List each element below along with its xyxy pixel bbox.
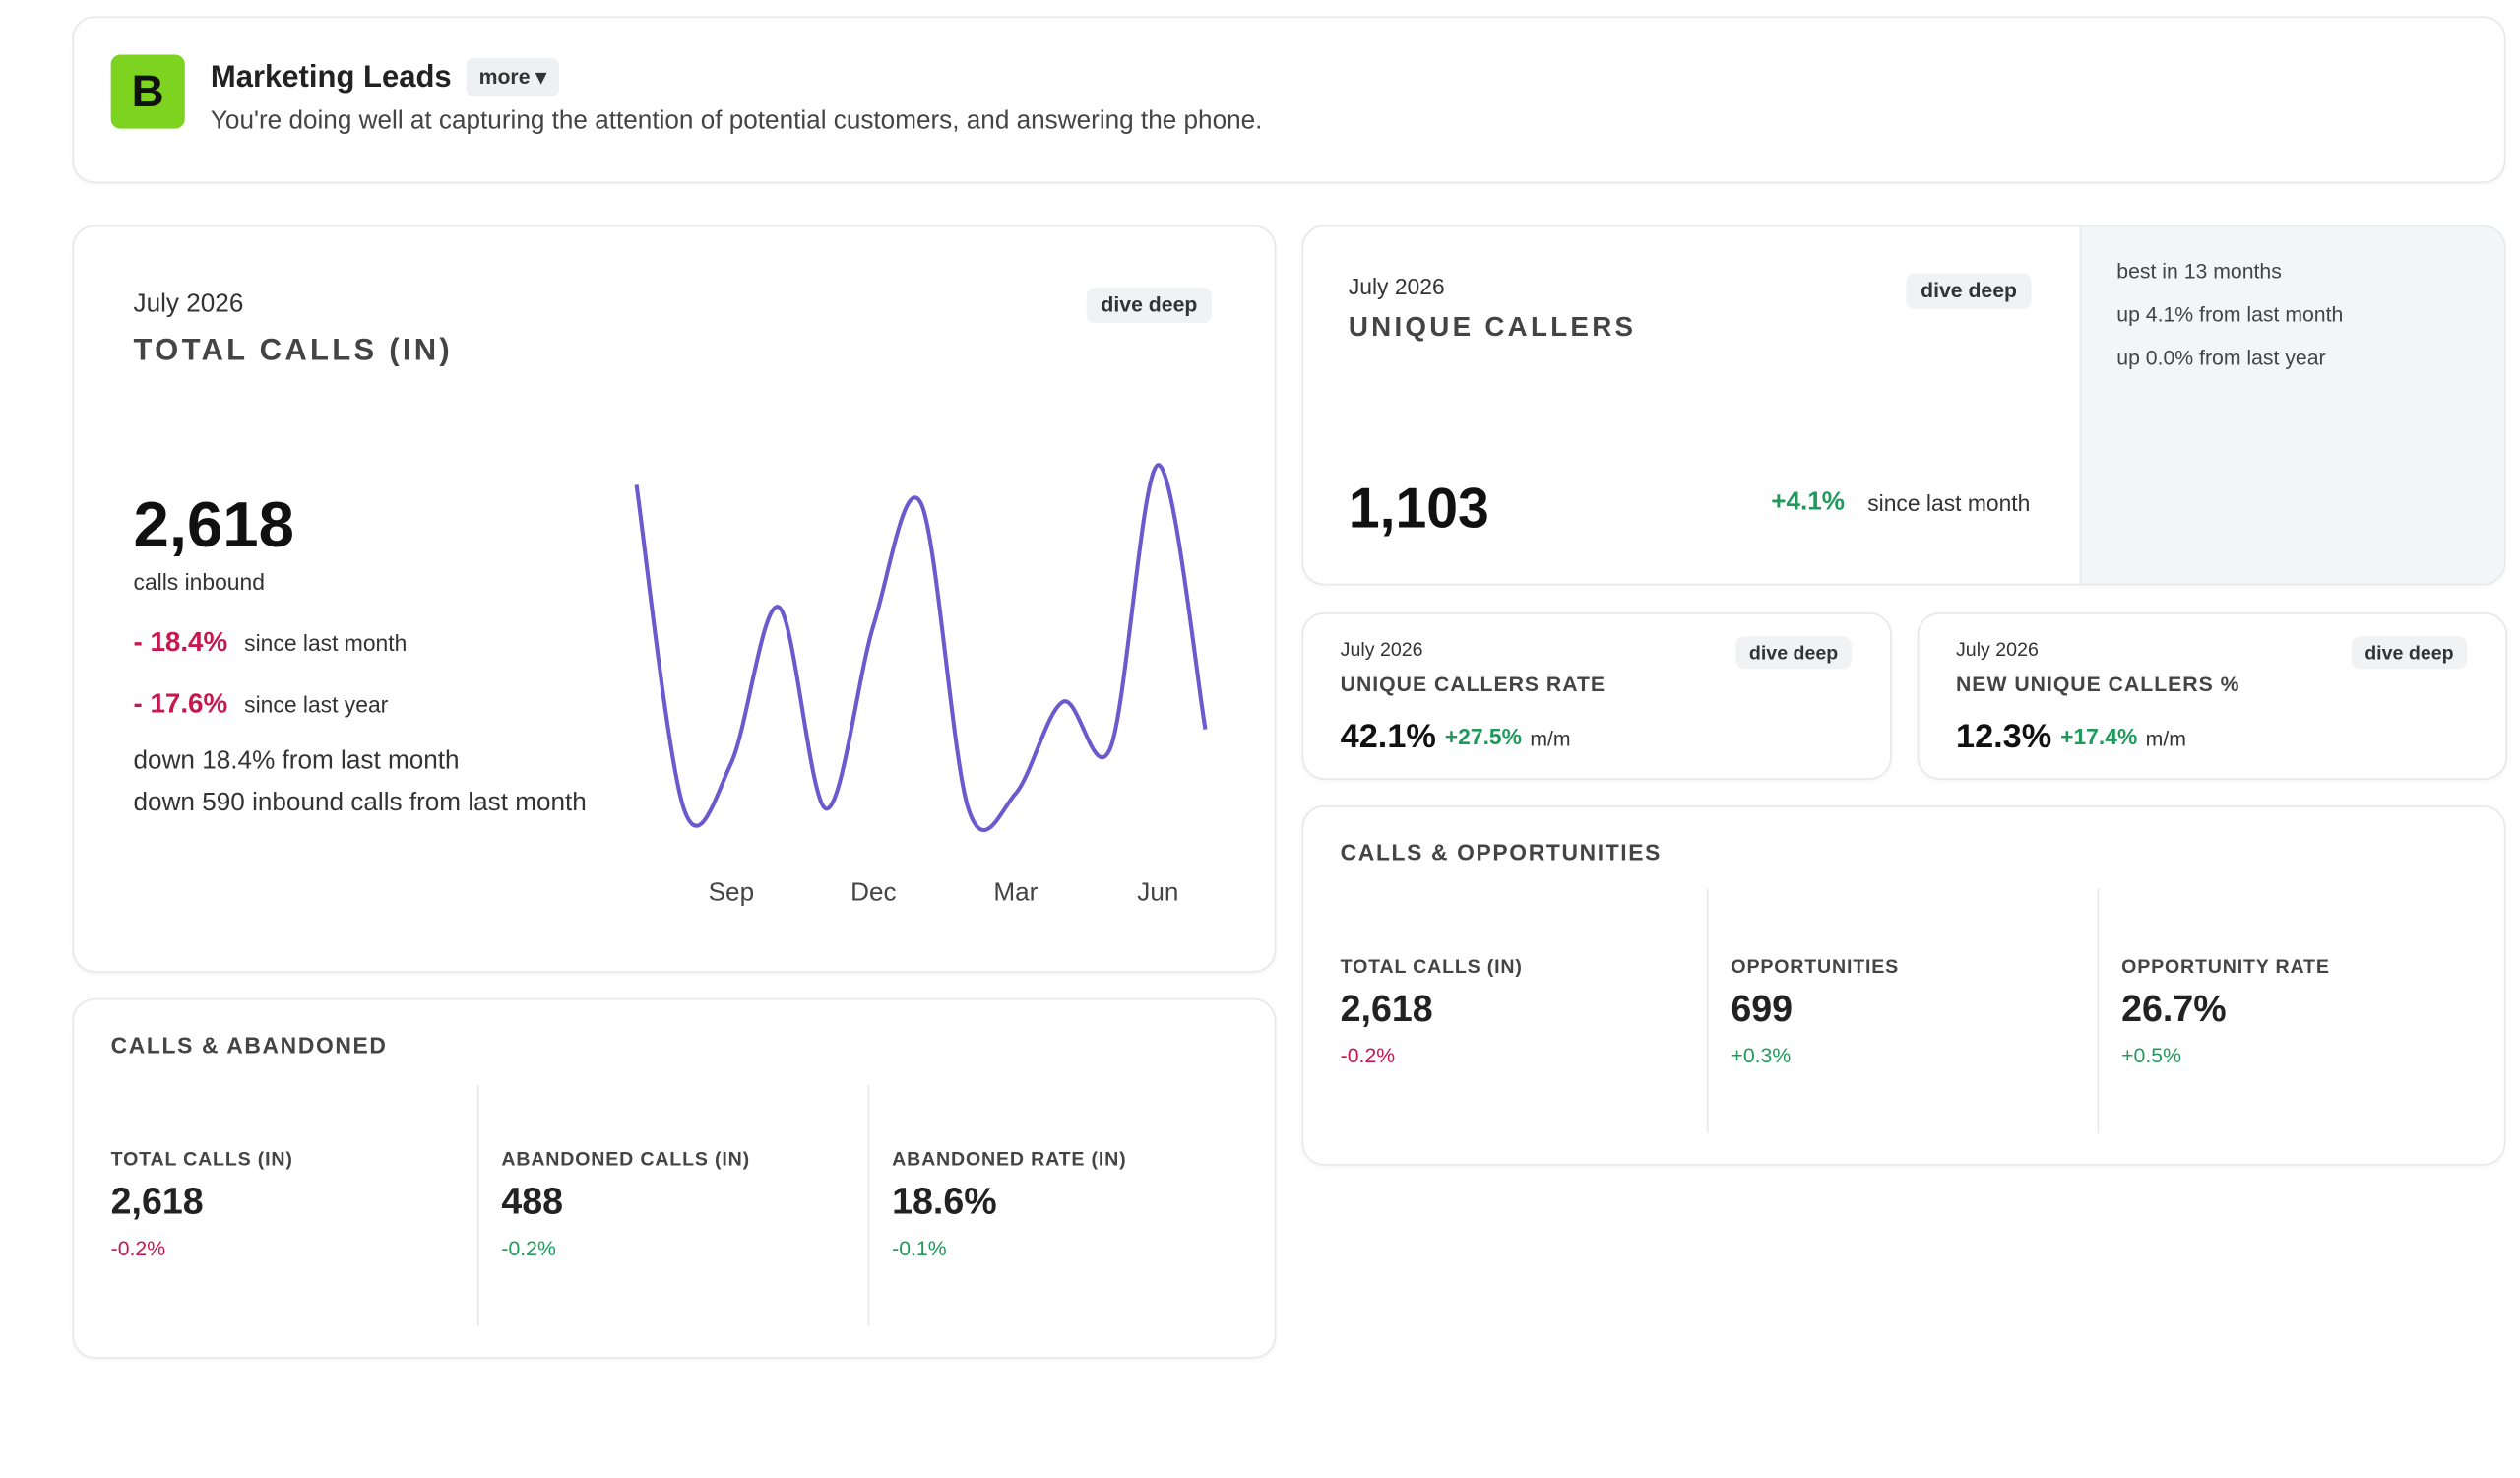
more-button[interactable]: more ▾ — [466, 57, 560, 96]
unique-callers-card — [1301, 225, 2506, 586]
unit: m/m — [1530, 726, 1571, 751]
metric-change: -0.2% — [501, 1236, 556, 1261]
card-title: CALLS & ABANDONED — [110, 1032, 388, 1059]
metric-value: 699 — [1731, 987, 1794, 1029]
unit: m/m — [2145, 726, 2186, 751]
period: July 2026 — [1348, 273, 1445, 299]
metric-change: +0.5% — [2121, 1043, 2181, 1068]
metric-label: ABANDONED CALLS (IN) — [501, 1147, 750, 1171]
metric-value: 2,618 — [1340, 987, 1433, 1029]
metric-label: OPPORTUNITIES — [1731, 954, 1900, 978]
change: - 18.4% — [133, 626, 228, 658]
divider — [2097, 888, 2100, 1134]
metric-label: ABANDONED RATE (IN) — [892, 1147, 1127, 1171]
metric-value: 2,618 — [110, 1180, 204, 1222]
period: July 2026 — [133, 290, 244, 319]
dive-deep[interactable]: dive deep — [2351, 636, 2468, 670]
x-tick-label: Dec — [850, 876, 896, 906]
dive-deep[interactable]: dive deep — [1906, 273, 2032, 309]
total-calls-card — [72, 225, 1277, 973]
dive-deep[interactable]: dive deep — [1735, 636, 1852, 670]
divider — [1706, 888, 1709, 1134]
change: +4.1% — [1771, 488, 1846, 517]
metric-change: -0.2% — [110, 1236, 166, 1261]
value: 12.3% — [1955, 718, 2052, 756]
change-label: since last month — [1867, 489, 2031, 517]
dive-deep[interactable]: dive deep — [1086, 288, 1213, 324]
metric-value: 18.6% — [892, 1180, 997, 1222]
metric-change: -0.1% — [892, 1236, 947, 1261]
metric-label: TOTAL CALLS (IN) — [1340, 954, 1523, 978]
abandoned-card — [72, 997, 1277, 1359]
change: - 17.6% — [133, 687, 228, 719]
card-title: UNIQUE CALLERS RATE — [1340, 672, 1606, 696]
x-tick-label: Mar — [993, 876, 1038, 906]
line — [634, 463, 1208, 833]
header-title: Marketing Leads — [210, 61, 452, 96]
metric-value: 26.7% — [2121, 987, 2227, 1029]
x-tick-label: Sep — [709, 876, 754, 906]
period: July 2026 — [1955, 638, 2039, 662]
divider — [476, 1085, 479, 1326]
header-card — [72, 16, 2506, 184]
header-subtitle: You're doing well at capturing the atten… — [210, 107, 1263, 136]
sparkline: Sep Dec Mar Jun — [634, 463, 1208, 906]
note: down 590 inbound calls from last month — [133, 789, 587, 817]
change-label: since last year — [244, 691, 389, 718]
change: +17.4% — [2060, 723, 2138, 749]
value: 42.1% — [1340, 718, 1436, 756]
card-title: CALLS & OPPORTUNITIES — [1340, 839, 1663, 866]
divider — [867, 1085, 870, 1326]
unit: calls inbound — [133, 568, 265, 596]
metric-value: 488 — [501, 1180, 564, 1222]
card-title: UNIQUE CALLERS — [1348, 311, 1637, 343]
card-title: NEW UNIQUE CALLERS % — [1955, 672, 2240, 696]
opportunities-card — [1301, 804, 2506, 1166]
change: +27.5% — [1444, 723, 1522, 749]
note: up 4.1% from last month — [2116, 301, 2344, 327]
big-value: 2,618 — [133, 489, 294, 561]
x-tick-label: Jun — [1137, 876, 1178, 906]
card-title: TOTAL CALLS (IN) — [133, 334, 454, 368]
metric-label: OPPORTUNITY RATE — [2121, 954, 2330, 978]
note: up 0.0% from last year — [2116, 346, 2326, 370]
logo: B — [110, 54, 185, 129]
metric-change: -0.2% — [1340, 1043, 1396, 1068]
big-value: 1,103 — [1348, 477, 1489, 541]
change-label: since last month — [244, 630, 408, 657]
note: best in 13 months — [2116, 258, 2282, 284]
metric-label: TOTAL CALLS (IN) — [110, 1147, 293, 1171]
metric-change: +0.3% — [1731, 1043, 1792, 1068]
notes-panel — [2079, 226, 2504, 584]
period: July 2026 — [1340, 638, 1423, 662]
note: down 18.4% from last month — [133, 747, 460, 775]
